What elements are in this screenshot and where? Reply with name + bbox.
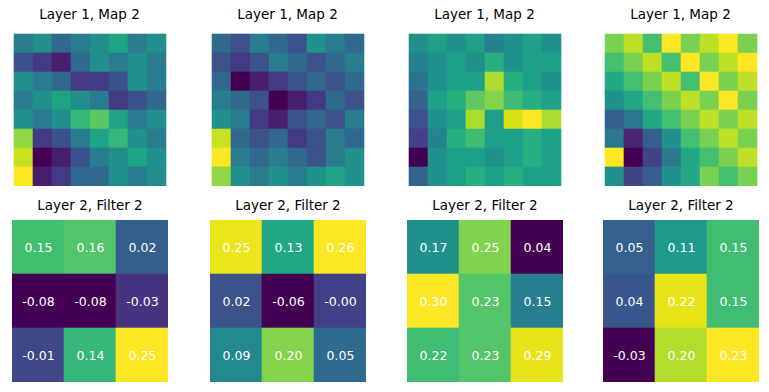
- svg-text:0.23: 0.23: [720, 348, 748, 363]
- svg-text:0.20: 0.20: [275, 348, 303, 363]
- svg-text:0.25: 0.25: [129, 348, 157, 363]
- svg-text:0.04: 0.04: [524, 240, 552, 255]
- svg-text:-0.01: -0.01: [22, 348, 54, 363]
- html-text:Layer 1, Map 2: Layer 1, Map 2: [237, 6, 338, 22]
- svg-text:0.02: 0.02: [129, 240, 157, 255]
- svg-text:0.23: 0.23: [472, 294, 500, 309]
- svg-text:0.09: 0.09: [223, 348, 251, 363]
- svg-text:0.30: 0.30: [420, 294, 448, 309]
- svg-text:0.14: 0.14: [77, 348, 105, 363]
- svg-text:0.22: 0.22: [668, 294, 696, 309]
- svg-text:0.25: 0.25: [223, 240, 251, 255]
- svg-text:-0.00: -0.00: [324, 294, 356, 309]
- svg-text:0.29: 0.29: [524, 348, 552, 363]
- svg-text:0.16: 0.16: [77, 240, 105, 255]
- svg-text:-0.03: -0.03: [613, 348, 645, 363]
- html-text:Layer 2, Filter 2: Layer 2, Filter 2: [37, 197, 143, 213]
- svg-text:0.04: 0.04: [616, 294, 644, 309]
- svg-text:0.23: 0.23: [472, 348, 500, 363]
- svg-text:0.15: 0.15: [720, 294, 748, 309]
- svg-text:0.15: 0.15: [524, 294, 552, 309]
- svg-text:0.15: 0.15: [720, 240, 748, 255]
- svg-text:0.02: 0.02: [223, 294, 251, 309]
- svg-text:0.15: 0.15: [25, 240, 53, 255]
- html-text:Layer 2, Filter 2: Layer 2, Filter 2: [235, 197, 341, 213]
- svg-text:-0.08: -0.08: [22, 294, 54, 309]
- svg-text:0.05: 0.05: [327, 348, 355, 363]
- html-text:Layer 2, Filter 2: Layer 2, Filter 2: [432, 197, 538, 213]
- svg-text:-0.03: -0.03: [126, 294, 158, 309]
- svg-text:-0.06: -0.06: [272, 294, 304, 309]
- svg-text:0.22: 0.22: [420, 348, 448, 363]
- svg-text:0.26: 0.26: [327, 240, 355, 255]
- html-text:Layer 1, Map 2: Layer 1, Map 2: [39, 6, 140, 22]
- svg-text:-0.08: -0.08: [74, 294, 106, 309]
- svg-text:0.13: 0.13: [275, 240, 303, 255]
- svg-text:0.20: 0.20: [668, 348, 696, 363]
- svg-text:0.11: 0.11: [668, 240, 696, 255]
- svg-text:0.25: 0.25: [472, 240, 500, 255]
- svg-text:0.17: 0.17: [420, 240, 448, 255]
- html-text:Layer 1, Map 2: Layer 1, Map 2: [630, 6, 731, 22]
- html-text:Layer 2, Filter 2: Layer 2, Filter 2: [628, 197, 734, 213]
- html-text:Layer 1, Map 2: Layer 1, Map 2: [434, 6, 535, 22]
- svg-text:0.05: 0.05: [616, 240, 644, 255]
